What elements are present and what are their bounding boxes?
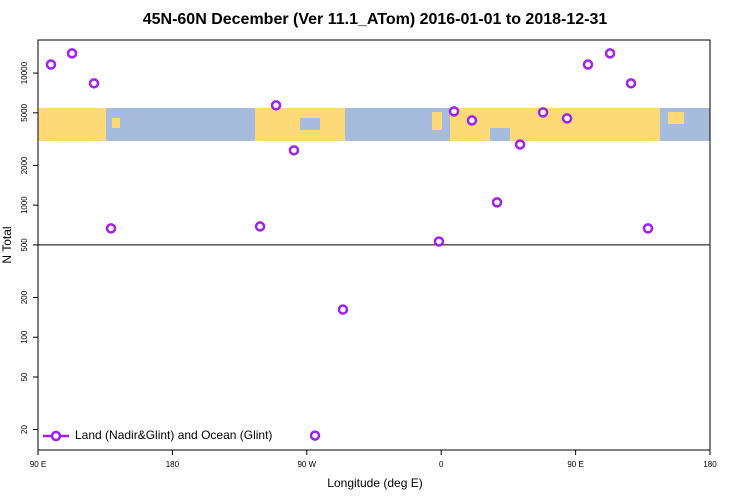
map-band [38, 108, 710, 141]
point [642, 223, 654, 234]
point [466, 115, 478, 126]
y-tick-label: 100 [20, 330, 29, 344]
y-tick-label: 50 [20, 372, 29, 381]
x-tick-label: 90 E [567, 460, 583, 469]
x-axis-label: Longitude (deg E) [327, 476, 422, 490]
point [491, 197, 503, 208]
point [88, 78, 100, 89]
point [448, 106, 460, 117]
point [514, 139, 526, 150]
point [288, 145, 300, 156]
y-tick-label: 10000 [20, 61, 29, 84]
point [270, 100, 282, 111]
y-tick-label: 200 [20, 290, 29, 304]
y-tick-label: 500 [20, 238, 29, 252]
x-tick-label: 180 [166, 460, 180, 469]
legend-label: Land (Nadir&Glint) and Ocean (Glint) [75, 428, 272, 442]
point [604, 48, 616, 59]
point [105, 223, 117, 234]
chart-title: 45N-60N December (Ver 11.1_ATom) 2016-01… [143, 11, 608, 28]
point [582, 59, 594, 70]
point [561, 113, 573, 124]
y-tick-label: 2000 [20, 156, 29, 174]
y-tick-label: 20 [20, 425, 29, 434]
point [625, 78, 637, 89]
point [254, 221, 266, 232]
x-tick-label: 0 [439, 460, 444, 469]
y-tick-label: 5000 [20, 103, 29, 121]
y-tick-label: 1000 [20, 196, 29, 214]
point [309, 430, 321, 441]
x-tick-label: 90 W [297, 460, 316, 469]
y-axis-label: N Total [0, 226, 14, 263]
legend-marker [50, 430, 62, 442]
point [337, 304, 349, 315]
x-tick-label: 90 E [30, 460, 46, 469]
point [45, 59, 57, 70]
x-tick-label: 180 [703, 460, 717, 469]
point [537, 107, 549, 118]
point [66, 48, 78, 59]
point [433, 236, 445, 247]
